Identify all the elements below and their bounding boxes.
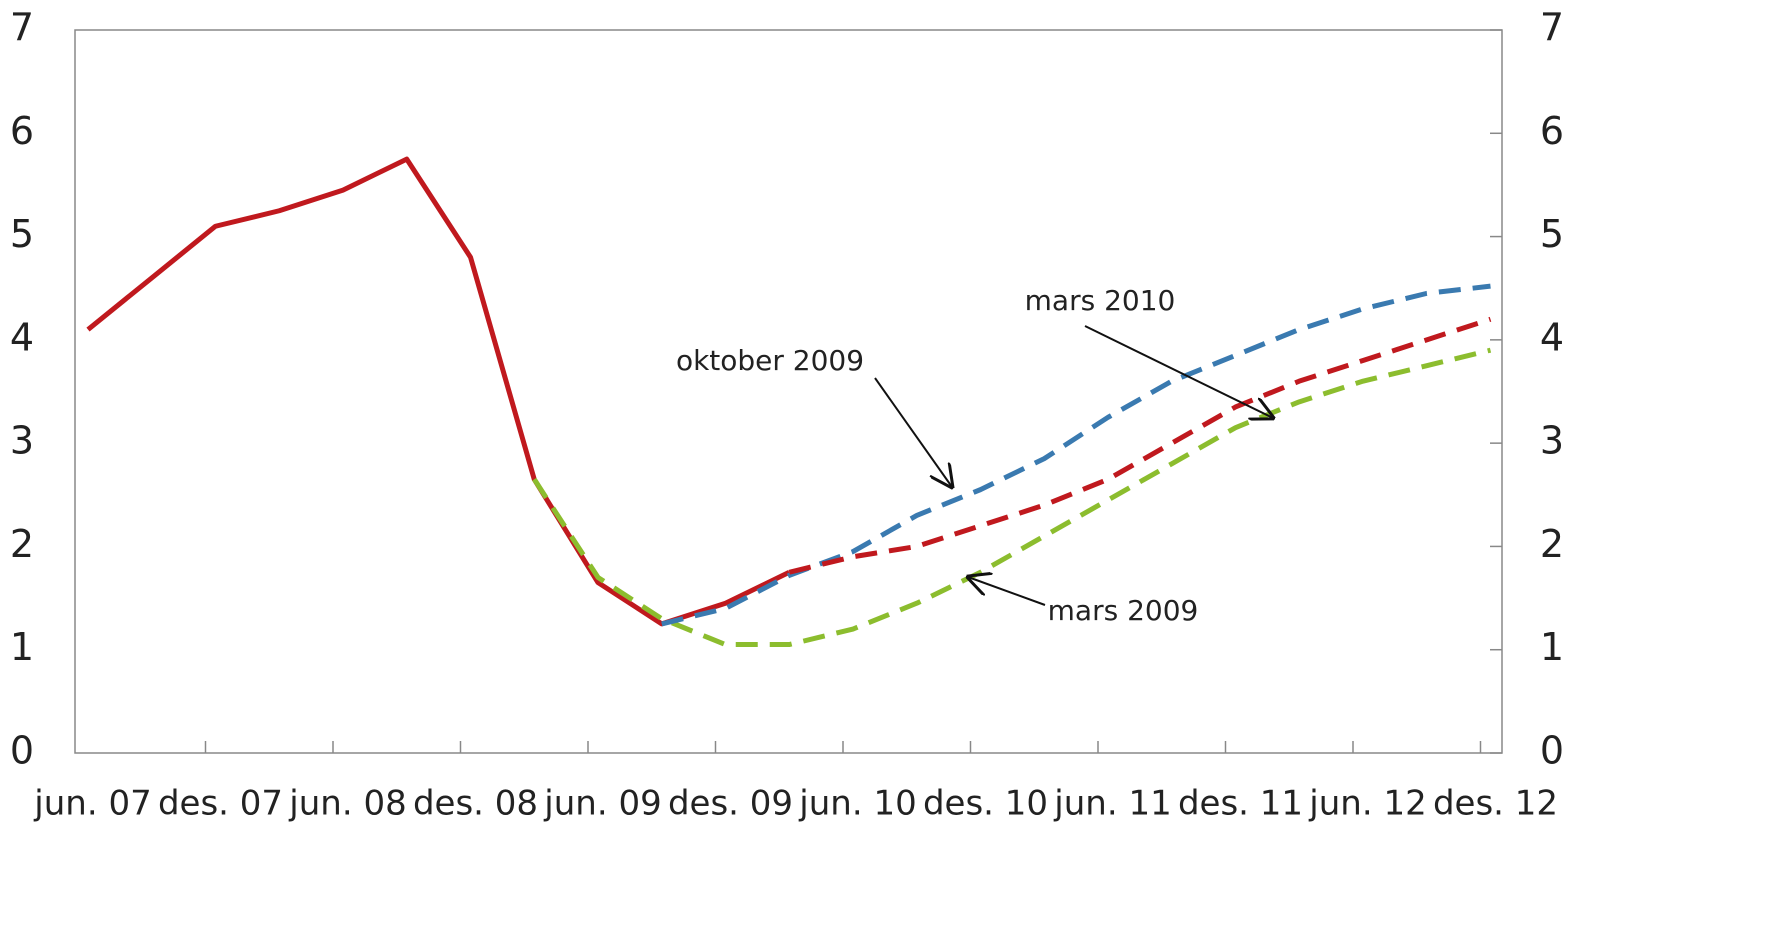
y-tick-label: 2 bbox=[10, 522, 34, 566]
series-annotation: mars 2009 bbox=[1048, 594, 1199, 627]
x-tick-label: des. 10 bbox=[923, 784, 1048, 824]
plot-frame bbox=[74, 29, 1503, 754]
x-tick-label: des. 12 bbox=[1433, 784, 1558, 824]
y-tick-label: 4 bbox=[10, 315, 34, 359]
series-annotation: oktober 2009 bbox=[676, 344, 864, 377]
x-tick-label: des. 08 bbox=[413, 784, 538, 824]
x-tick-label: jun. 12 bbox=[1308, 784, 1426, 824]
annotation-arrow bbox=[1084, 325, 1273, 418]
annotation-arrow bbox=[874, 377, 952, 487]
forecast-line bbox=[788, 316, 1492, 575]
series-annotation: mars 2010 bbox=[1025, 284, 1176, 317]
x-tick-label: des. 11 bbox=[1178, 784, 1303, 824]
x-tick-label: des. 09 bbox=[668, 784, 793, 824]
y2-tick-label: 0 bbox=[1540, 729, 1564, 773]
x-tick-label: jun. 11 bbox=[1053, 784, 1171, 824]
y2-tick-label: 3 bbox=[1540, 419, 1564, 463]
y-tick-label: 6 bbox=[10, 109, 34, 153]
annotation-arrow bbox=[968, 577, 1046, 606]
y-tick-label: 1 bbox=[10, 625, 34, 669]
x-tick-label: jun. 09 bbox=[543, 784, 661, 824]
y2-tick-label: 4 bbox=[1540, 315, 1564, 359]
y-tick-label: 7 bbox=[10, 6, 34, 50]
y2-tick-label: 1 bbox=[1540, 625, 1564, 669]
y-tick-label: 3 bbox=[10, 419, 34, 463]
forecast-line bbox=[532, 347, 1492, 648]
x-tick-label: jun. 10 bbox=[798, 784, 916, 824]
y2-tick-label: 2 bbox=[1540, 522, 1564, 566]
x-tick-label: jun. 07 bbox=[33, 784, 151, 824]
y-tick-label: 5 bbox=[10, 212, 34, 256]
y-tick-label: 0 bbox=[10, 729, 34, 773]
y2-tick-label: 7 bbox=[1540, 6, 1564, 50]
x-tick-label: des. 07 bbox=[158, 784, 283, 824]
y2-tick-label: 6 bbox=[1540, 109, 1564, 153]
history-line bbox=[86, 156, 791, 627]
x-tick-label: jun. 08 bbox=[288, 784, 406, 824]
y2-tick-label: 5 bbox=[1540, 212, 1564, 256]
